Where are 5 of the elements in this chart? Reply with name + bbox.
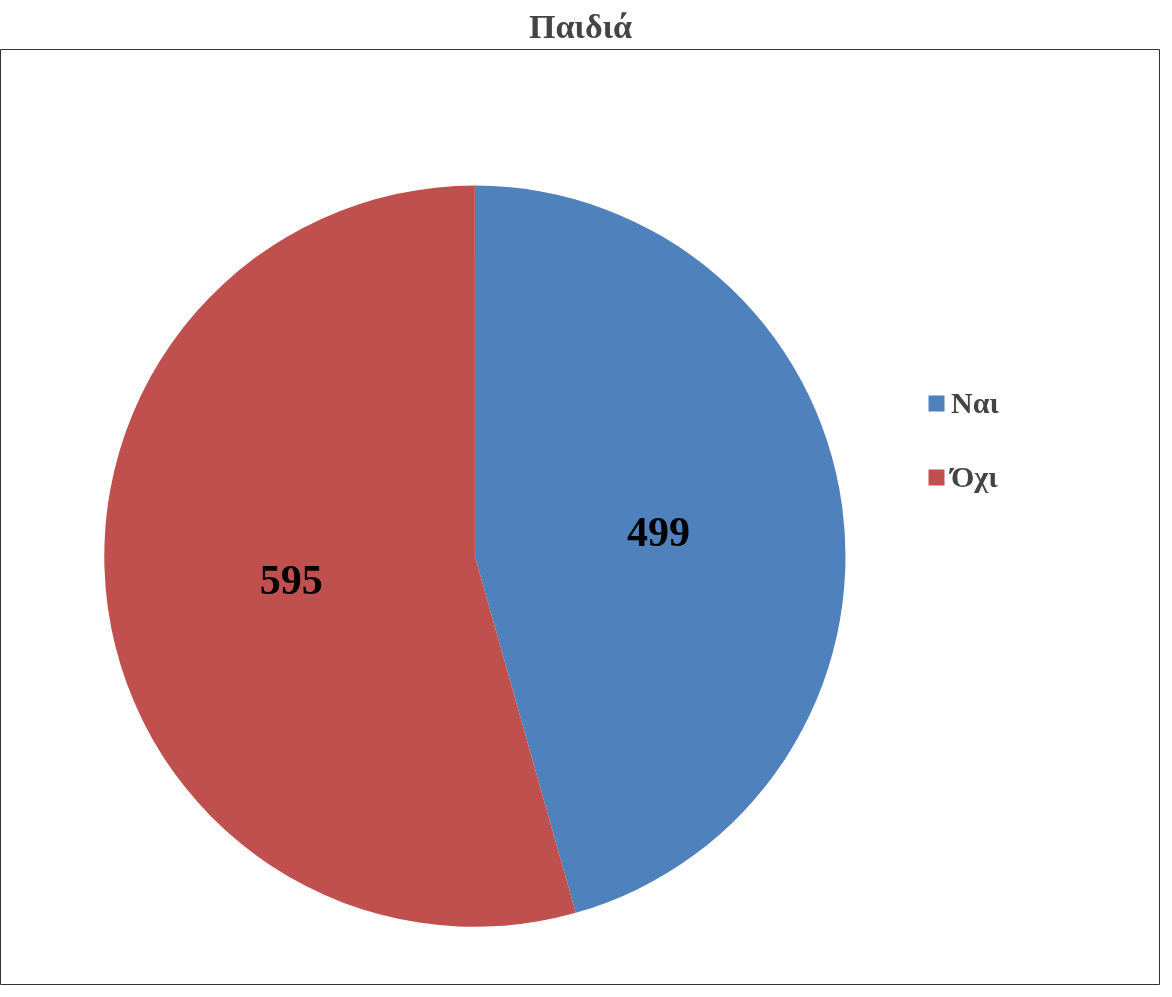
legend-label: Ναι bbox=[951, 386, 999, 420]
legend-label: Όχι bbox=[951, 460, 998, 494]
chart-title: Παιδιά bbox=[528, 7, 633, 45]
data-label: 595 bbox=[259, 557, 323, 604]
data-label: 499 bbox=[626, 509, 690, 556]
